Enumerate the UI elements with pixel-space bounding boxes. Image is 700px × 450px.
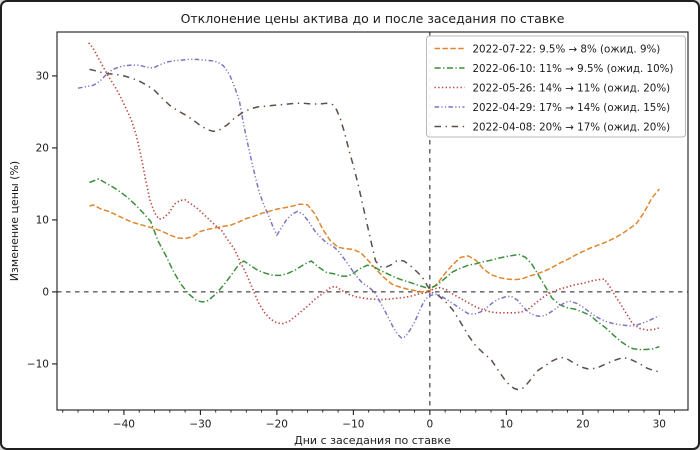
x-tick-label: 0 [427,419,434,431]
legend-item-label: 2022-05-26: 14% → 11% (ожид. 20%) [473,82,671,94]
x-tick-label: 20 [576,419,589,431]
axes-frame [56,31,689,411]
x-axis-label: Дни с заседания по ставке [294,434,451,447]
legend-item-label: 2022-04-08: 20% → 17% (ожид. 20%) [473,121,671,133]
x-tick-label: −30 [189,419,211,431]
y-tick-label: −10 [27,359,49,371]
legend-item-label: 2022-07-22: 9.5% → 8% (ожид. 9%) [473,43,661,55]
y-tick-label: 0 [42,287,49,299]
legend-item-label: 2022-04-29: 17% → 14% (ожид. 15%) [473,102,671,114]
chart-title: Отклонение цены актива до и после заседа… [181,11,565,26]
x-tick-label: 10 [500,419,513,431]
y-tick-label: 30 [36,71,49,83]
series-line-2022-05-26 [88,42,660,331]
legend-box [426,35,686,138]
x-tick-label: −20 [266,419,288,431]
x-tick-label: −10 [342,419,364,431]
y-tick-label: 10 [36,215,49,227]
series-line-2022-04-29 [77,58,660,339]
y-axis-label: Изменение цены (%) [8,161,21,281]
y-tick-label: 20 [36,143,49,155]
series-line-2022-06-10 [89,178,660,351]
x-tick-label: 30 [653,419,666,431]
x-tick-label: −40 [113,419,135,431]
series-line-2022-04-08 [89,68,660,391]
legend-item-label: 2022-06-10: 11% → 9.5% (ожид. 10%) [473,63,674,75]
